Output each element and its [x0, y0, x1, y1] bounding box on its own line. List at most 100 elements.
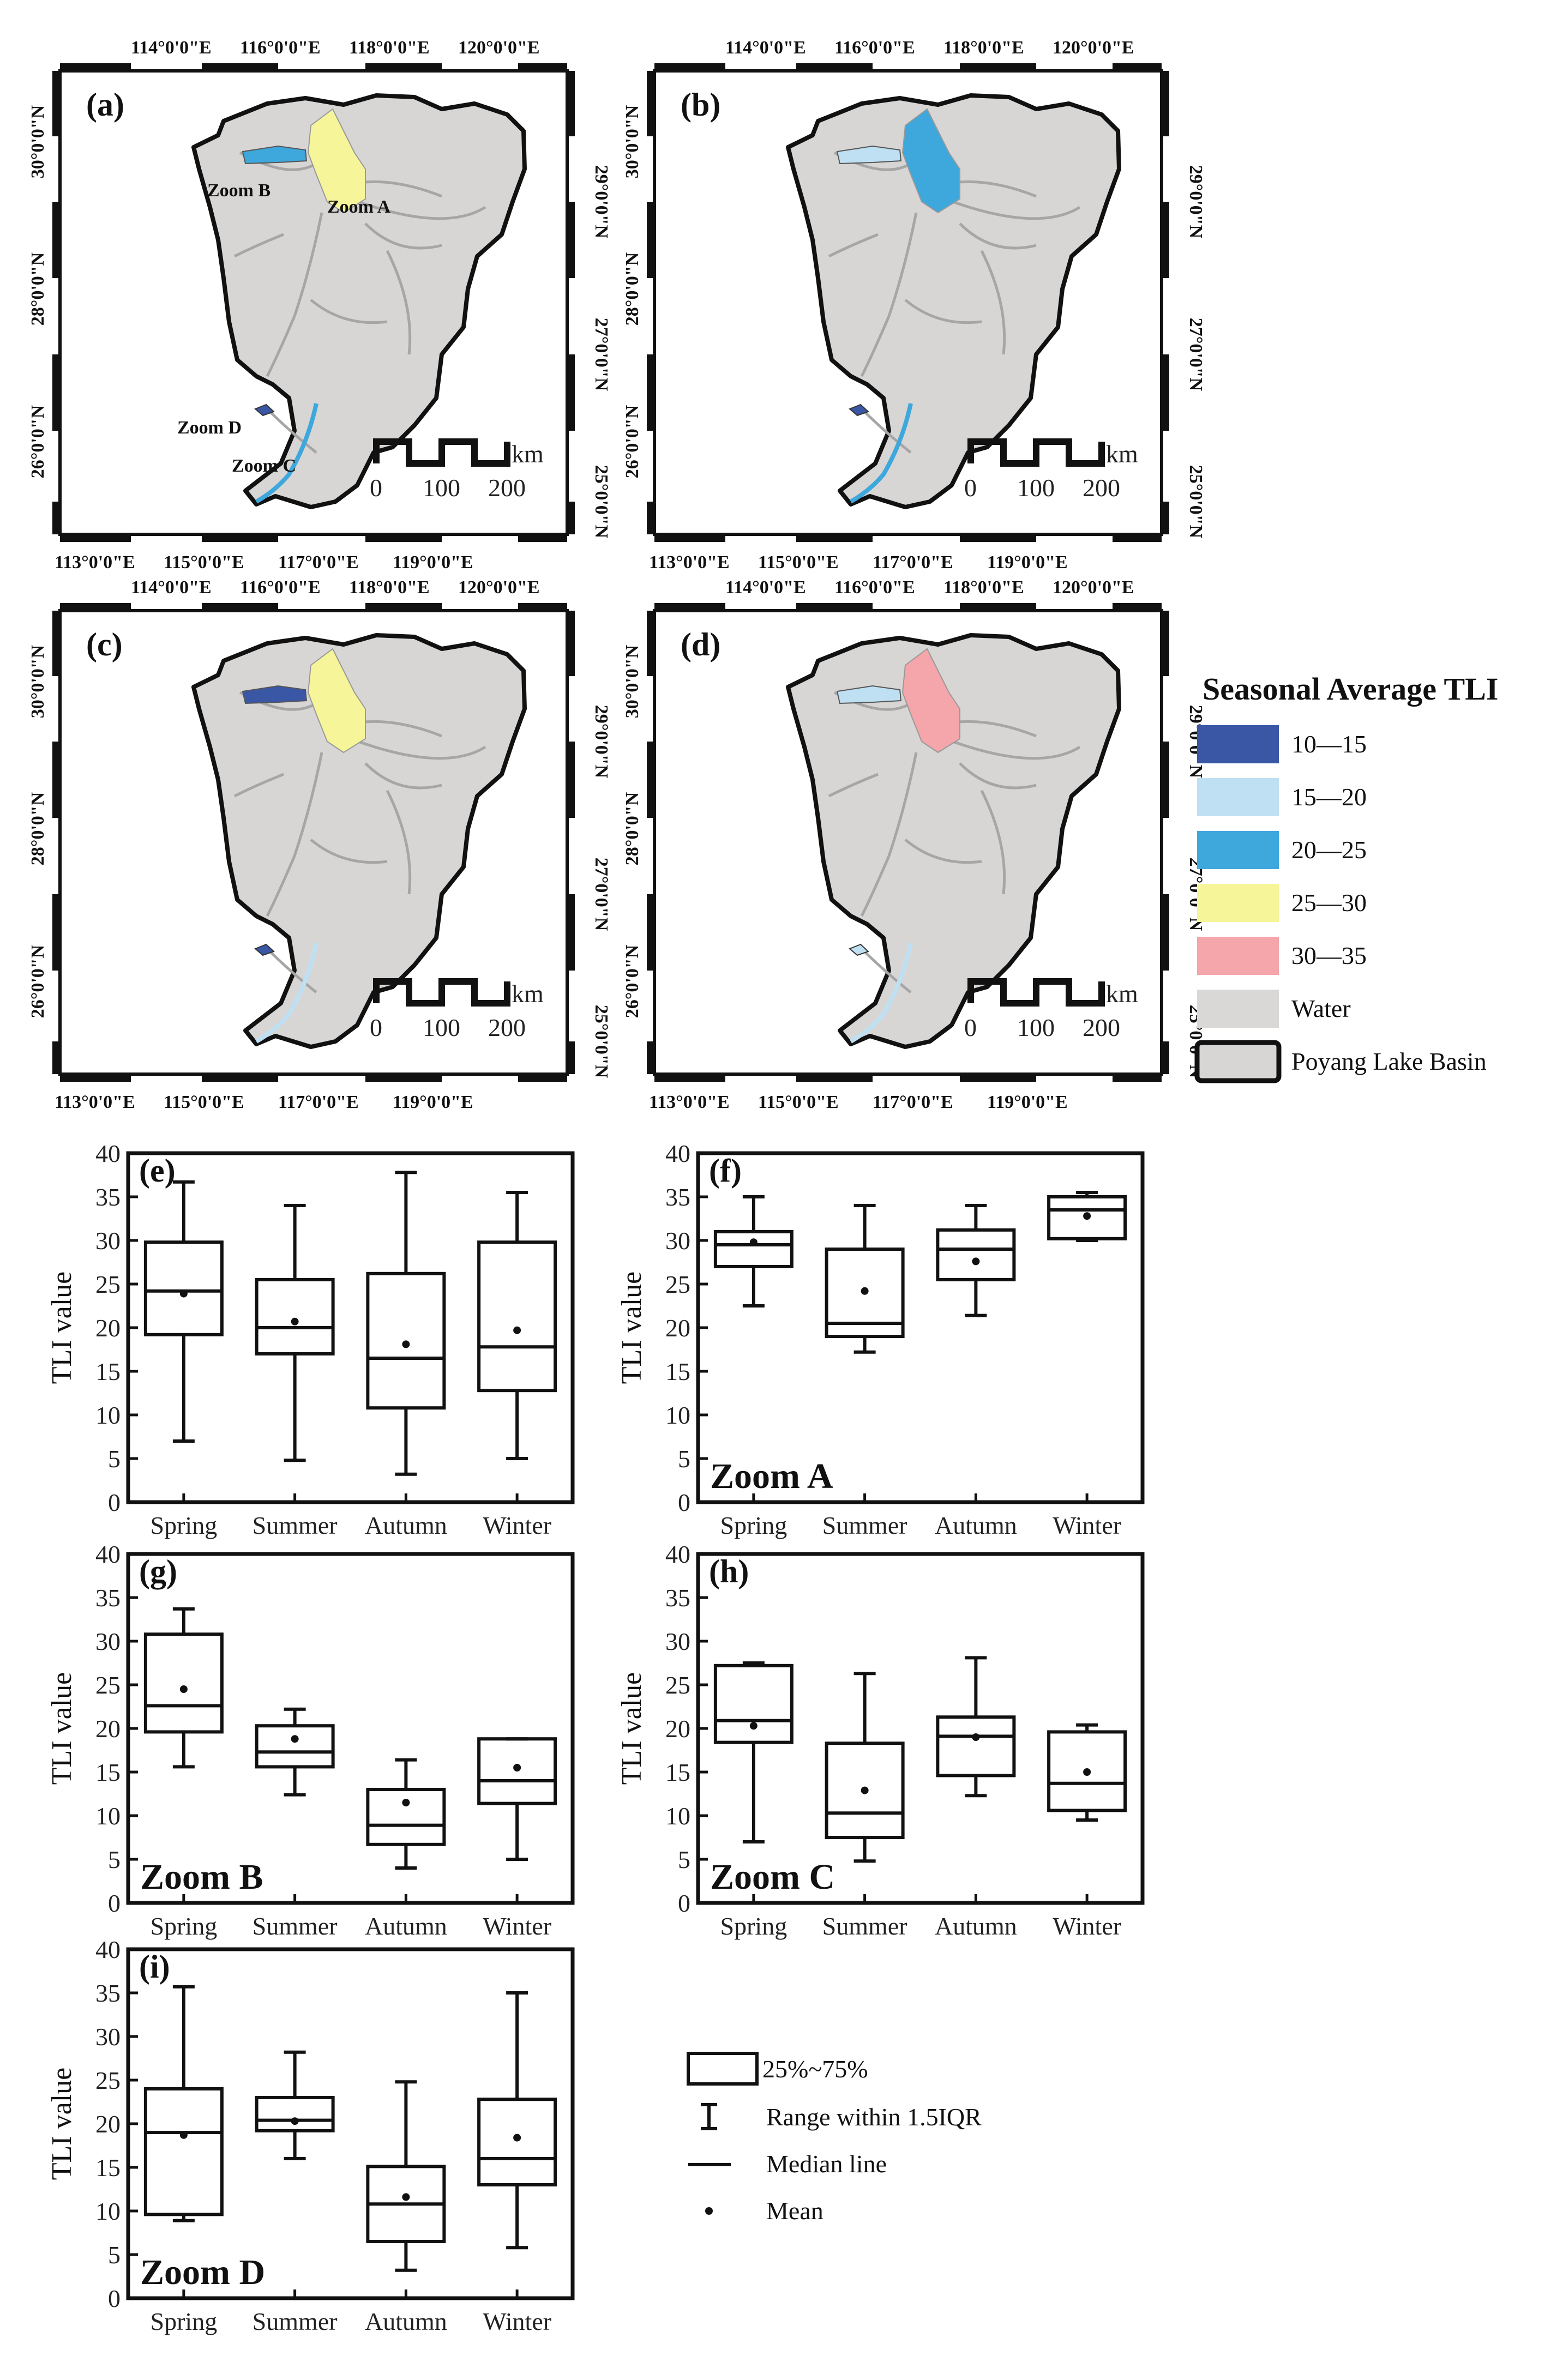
water-river: [904, 299, 982, 324]
water-river: [233, 773, 284, 798]
map-border-segment: [647, 502, 654, 534]
map-border-segment: [365, 603, 442, 611]
x-tick-label: Autumn: [365, 2307, 447, 2335]
legend-swatch-3: [1197, 884, 1279, 922]
map-border-segment: [796, 603, 873, 611]
bottom-lon-label: 119°0'0"E: [393, 1092, 473, 1112]
legend-swatch-6: [1194, 1040, 1282, 1083]
mean-point: [1083, 1768, 1091, 1776]
map-border-segment: [654, 534, 725, 542]
map-panel-0: (a) Zoom B Zoom A Zoom D Zoom C km 0 100 200 114°…: [28, 38, 611, 573]
map-panel-3: (d) km 0 100 200 114°0'0"E 116°0'0"E 118°0'0"E 1…: [622, 577, 1206, 1112]
x-tick-label: Autumn: [935, 1912, 1017, 1940]
x-tick-label: Summer: [822, 1511, 907, 1539]
zoom-b-region: [242, 145, 308, 165]
water-river: [266, 855, 296, 917]
zoom-label: Zoom A: [710, 1456, 833, 1496]
iqr-box: [143, 1240, 224, 1336]
y-tick-label: 15: [95, 1358, 121, 1385]
y-tick-label: 30: [665, 1227, 690, 1255]
water-river: [828, 233, 879, 258]
iqr-box: [477, 1737, 557, 1805]
map-border-segment: [1113, 534, 1162, 542]
box-winter: [477, 1191, 557, 1460]
scale-bar: km 0 100 200: [964, 978, 1138, 1041]
x-tick-label: Summer: [253, 1511, 338, 1539]
y-tick-label: 30: [95, 2023, 121, 2051]
zoom-c-river: [850, 943, 913, 1044]
y-tick-label: 0: [678, 1489, 690, 1516]
panel-letter: (h): [709, 1553, 749, 1589]
box-winter: [1047, 1723, 1127, 1822]
right-lat-label: 25°0'0"N: [591, 1005, 611, 1078]
y-tick-label: 15: [95, 2154, 121, 2182]
left-lat-label: 28°0'0"N: [28, 792, 48, 865]
right-lat-label: 29°0'0"N: [1186, 165, 1206, 239]
water-river: [937, 195, 1081, 220]
water-river: [233, 233, 284, 258]
scale-tick: 0: [964, 474, 977, 502]
bottom-lon-label: 113°0'0"E: [55, 552, 135, 573]
legend-box-label: 25%~75%: [762, 2055, 868, 2083]
y-tick-label: 35: [95, 1183, 121, 1211]
scale-unit: km: [512, 440, 544, 468]
map-border-segment: [1162, 894, 1169, 971]
water-river: [860, 855, 891, 917]
right-lat-label: 25°0'0"N: [591, 465, 611, 539]
map-border-segment: [567, 742, 575, 818]
map-border-segment: [1162, 202, 1169, 278]
map-border-segment: [365, 63, 442, 71]
panel-letter: (f): [709, 1153, 742, 1189]
iqr-box: [936, 1715, 1016, 1778]
map-border-segment: [796, 63, 873, 71]
map-border-segment: [52, 1041, 60, 1074]
iqr-box: [825, 1742, 905, 1839]
right-lat-label: 29°0'0"N: [591, 165, 611, 239]
boxplot-panels: 0 5 10 15 20 25 30 35 40 Spring Summer Autumn Winter…: [46, 1140, 1145, 2335]
bottom-lon-label: 113°0'0"E: [55, 1092, 135, 1112]
box-spring: [713, 1195, 793, 1308]
zoom-c-river: [255, 403, 318, 504]
iqr-box: [255, 2096, 335, 2132]
boxplot-chart-3: 0 5 10 15 20 25 30 35 40 Spring Summer Autumn Winter…: [616, 1540, 1145, 1940]
bottom-lon-label: 117°0'0"E: [278, 1092, 359, 1112]
water-river: [266, 948, 317, 993]
legend-mean-symbol: [705, 2207, 713, 2215]
top-lon-label: 116°0'0"E: [240, 38, 321, 58]
iqr-box: [143, 2087, 224, 2216]
legend-swatch-5: [1197, 990, 1279, 1028]
mean-point: [861, 1287, 869, 1295]
mean-point: [749, 1722, 758, 1730]
zoom-c-river: [850, 403, 913, 504]
zoom-b-region: [242, 685, 308, 704]
y-tick-label: 15: [665, 1758, 690, 1786]
map-border-segment: [1162, 611, 1169, 676]
map-border-segment: [60, 63, 131, 71]
panel-letter: (a): [86, 87, 124, 123]
top-lon-label: 120°0'0"E: [458, 577, 540, 598]
y-tick-label: 25: [95, 1671, 121, 1699]
x-tick-label: Summer: [822, 1912, 907, 1940]
bottom-lon-label: 117°0'0"E: [873, 552, 953, 573]
map-border-segment: [1162, 742, 1169, 818]
bottom-lon-label: 115°0'0"E: [164, 1092, 244, 1112]
box-autumn: [366, 1758, 446, 1870]
scale-tick: 200: [488, 1014, 526, 1041]
top-lon-label: 116°0'0"E: [834, 38, 915, 58]
iqr-box: [825, 1248, 905, 1338]
top-lon-label: 114°0'0"E: [725, 577, 806, 598]
map-border-segment: [365, 534, 442, 542]
y-axis-label: TLI value: [616, 1272, 647, 1384]
box-winter: [477, 1737, 557, 1861]
box-autumn: [936, 1204, 1016, 1317]
legend-label-4: 30—35: [1291, 942, 1367, 969]
y-tick-label: 40: [95, 1540, 121, 1568]
map-border-segment: [1162, 502, 1169, 534]
map-border-segment: [1113, 1074, 1162, 1082]
panel-letter: (e): [139, 1153, 176, 1189]
map-border-segment: [202, 534, 278, 542]
box-spring: [143, 1985, 224, 2222]
right-lat-label: 25°0'0"N: [1186, 465, 1206, 539]
y-tick-label: 35: [665, 1584, 690, 1612]
x-tick-label: Autumn: [365, 1511, 447, 1539]
